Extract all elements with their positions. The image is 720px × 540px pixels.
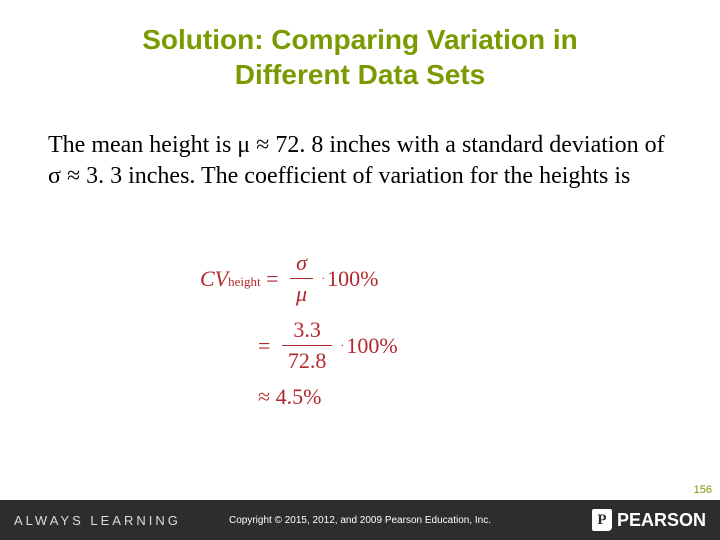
equals-sign-2: = [258,333,276,359]
formula-line-1: CVheight = σ μ · 100% [200,250,520,307]
hundred-percent-a: 100% [327,266,378,292]
denominator-value: 72.8 [282,345,333,374]
pearson-p-icon: P [592,509,612,531]
dot-operator: · [321,271,325,286]
footer-bar: ALWAYS LEARNING Copyright © 2015, 2012, … [0,500,720,540]
dot-operator-2: · [340,338,344,353]
body-text: The mean height is μ ≈ 72. 8 inches with… [48,132,665,189]
fraction-sigma-mu: σ μ [290,250,313,307]
fraction-numeric: 3.3 72.8 [282,317,333,374]
title-line-2: Different Data Sets [235,59,486,90]
equals-sign: = [261,266,284,292]
pearson-logo: P PEARSON [592,509,706,531]
numerator-value: 3.3 [287,317,327,345]
cv-subscript: height [228,274,261,290]
copyright-text: Copyright © 2015, 2012, and 2009 Pearson… [229,515,491,526]
body-paragraph: The mean height is μ ≈ 72. 8 inches with… [48,130,672,192]
page-number: 156 [694,484,712,496]
hundred-percent-b: 100% [346,333,397,359]
slide-title: Solution: Comparing Variation in Differe… [0,22,720,92]
always-learning-text: ALWAYS LEARNING [14,513,181,528]
title-line-1: Solution: Comparing Variation in [142,24,578,55]
slide: Solution: Comparing Variation in Differe… [0,0,720,540]
cv-formula: CVheight = σ μ · 100% = 3.3 72.8 · 100% … [200,250,520,420]
formula-line-3: ≈ 4.5% [200,384,520,410]
pearson-brand-text: PEARSON [617,510,706,531]
formula-line-2: = 3.3 72.8 · 100% [200,317,520,374]
numerator-sigma: σ [290,250,313,278]
approx-result: ≈ 4.5% [258,384,321,410]
denominator-mu: μ [290,278,313,307]
cv-symbol: CV [200,266,228,292]
